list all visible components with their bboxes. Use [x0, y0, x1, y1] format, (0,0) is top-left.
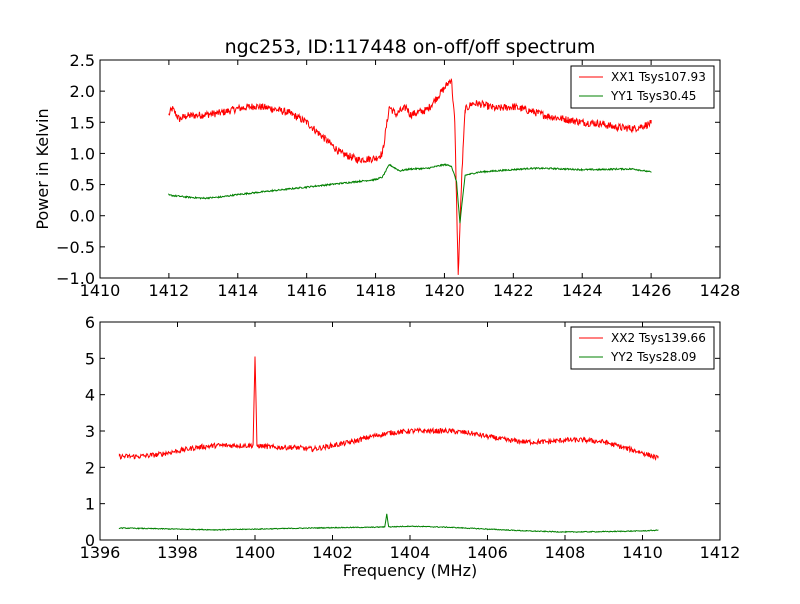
x-tick-label: 1410 — [80, 281, 121, 300]
x-tick-label: 1398 — [157, 543, 198, 562]
y-tick-label: 2.5 — [70, 51, 95, 70]
x-tick-label: 1426 — [631, 281, 672, 300]
x-tick-label: 1412 — [149, 281, 190, 300]
x-tick-label: 1396 — [80, 543, 121, 562]
x-tick-label: 1408 — [545, 543, 586, 562]
x-tick-label: 1420 — [424, 281, 465, 300]
y-tick-label: 3 — [85, 422, 95, 441]
y-tick-label: 1 — [85, 495, 95, 514]
y-tick-label: 0 — [85, 531, 95, 550]
x-tick-label: 1418 — [355, 281, 396, 300]
y-tick-label: 4 — [85, 386, 95, 405]
y-tick-label: 0.0 — [70, 207, 95, 226]
chart-title: ngc253, ID:117448 on-off/off spectrum — [225, 36, 596, 58]
y-tick-label: 2 — [85, 458, 95, 477]
y-tick-label: 5 — [85, 349, 95, 368]
y-axis-label: Power in Kelvin — [33, 108, 52, 229]
legend-label: XX2 Tsys139.66 — [611, 331, 706, 345]
x-axis-label: Frequency (MHz) — [343, 561, 477, 580]
x-tick-label: 1402 — [312, 543, 353, 562]
series-line-0 — [168, 78, 652, 275]
bottom-panel: 1396 1398 1400 1402 1404 1406 1408 1410 1412 0 1 2 3… — [80, 313, 741, 580]
legend-box — [570, 65, 715, 109]
y-tick-label: −0.5 — [56, 238, 95, 257]
top-panel: 1410 1412 1414 1416 1418 1420 1422 1424 1426 1428… — [33, 51, 740, 300]
y-tick-label: 1.5 — [70, 113, 95, 132]
legend-label: YY2 Tsys28.09 — [610, 350, 696, 364]
y-tick-label: −1.0 — [56, 269, 95, 288]
x-tick-label: 1414 — [217, 281, 258, 300]
series-line-0 — [118, 356, 659, 461]
x-tick-label: 1406 — [467, 543, 508, 562]
legend-label: XX1 Tsys107.93 — [611, 70, 706, 84]
x-tick-label: 1424 — [562, 281, 603, 300]
x-tick-label: 1428 — [700, 281, 741, 300]
series-line-1 — [118, 513, 659, 534]
y-tick-label: 0.5 — [70, 176, 95, 195]
x-tick-label: 1412 — [700, 543, 741, 562]
x-tick-label: 1404 — [390, 543, 431, 562]
legend-box — [570, 326, 715, 370]
y-tick-label: 2.0 — [70, 82, 95, 101]
x-tick-label: 1400 — [235, 543, 276, 562]
x-tick-label: 1422 — [493, 281, 534, 300]
legend-label: YY1 Tsys30.45 — [610, 89, 696, 103]
x-tick-label: 1416 — [286, 281, 327, 300]
x-tick-label: 1410 — [622, 543, 663, 562]
y-tick-label: 1.0 — [70, 144, 95, 163]
axes-frame — [99, 59, 721, 279]
y-tick-label: 6 — [85, 313, 95, 332]
series-line-1 — [168, 163, 652, 224]
